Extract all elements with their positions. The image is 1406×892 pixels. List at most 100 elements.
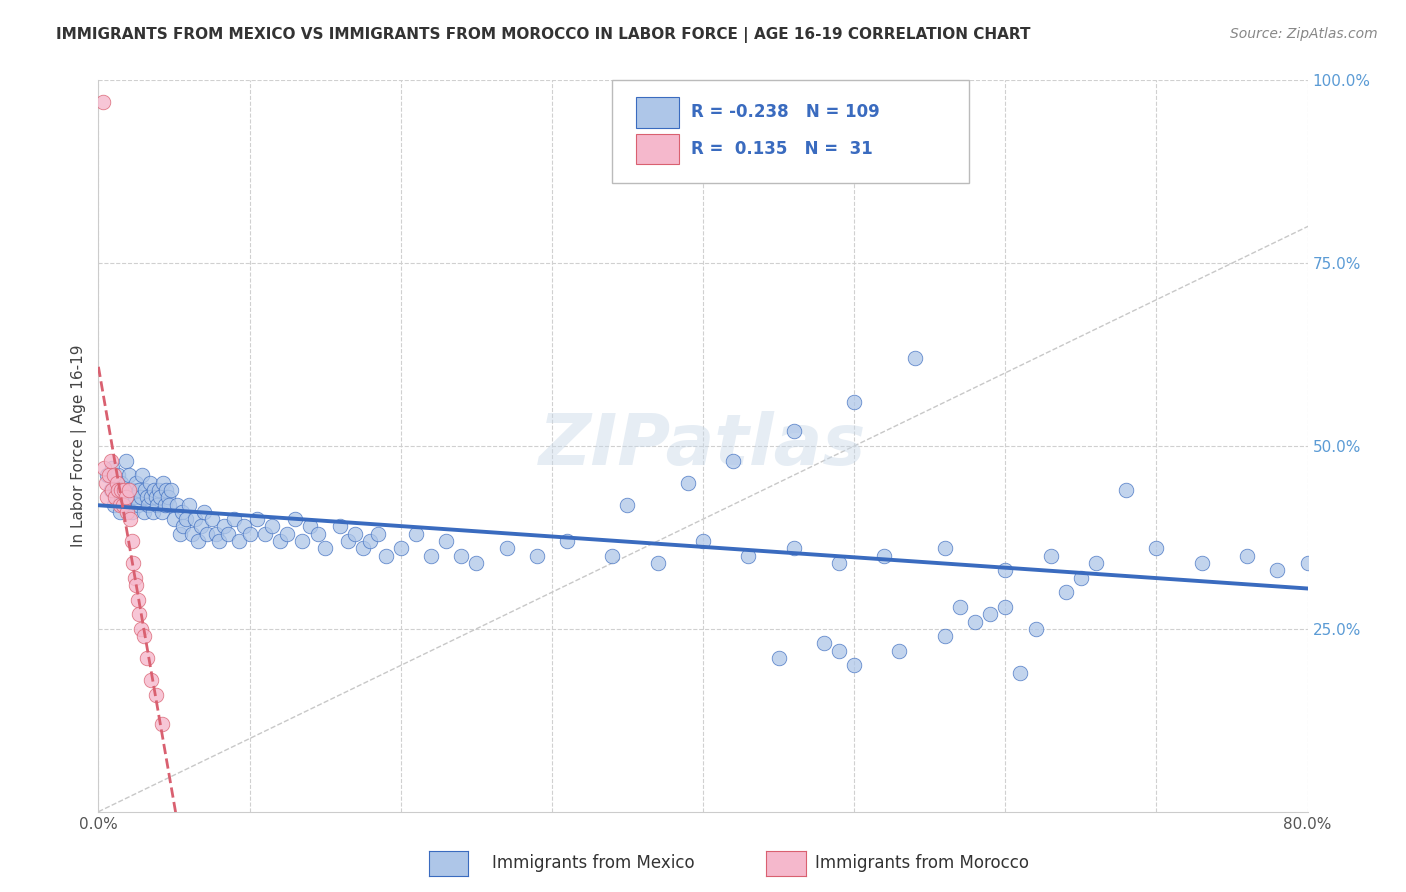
Point <box>148 483 170 497</box>
Point <box>98 468 121 483</box>
Point <box>169 526 191 541</box>
Text: Immigrants from Morocco: Immigrants from Morocco <box>815 855 1029 872</box>
Text: Source: ZipAtlas.com: Source: ZipAtlas.com <box>1230 27 1378 41</box>
Point <box>124 571 146 585</box>
Point <box>135 490 157 504</box>
Point <box>134 483 156 497</box>
Point <box>91 95 114 110</box>
Point <box>170 505 193 519</box>
Point <box>120 490 142 504</box>
Point <box>132 629 155 643</box>
Point <box>159 498 181 512</box>
Point <box>1236 549 1258 563</box>
Point <box>181 526 204 541</box>
Point <box>994 563 1017 577</box>
Point <box>1024 622 1046 636</box>
Point <box>336 534 359 549</box>
Point <box>291 534 314 549</box>
Point <box>828 556 851 570</box>
Point <box>125 578 148 592</box>
Point <box>143 483 166 497</box>
Point <box>228 534 250 549</box>
Point <box>239 526 262 541</box>
Point <box>949 599 972 614</box>
Point <box>100 453 122 467</box>
Point <box>344 526 367 541</box>
Point <box>110 475 132 490</box>
Point <box>434 534 457 549</box>
Point <box>1010 665 1032 680</box>
Point <box>262 519 284 533</box>
Y-axis label: In Labor Force | Age 16-19: In Labor Force | Age 16-19 <box>72 344 87 548</box>
Point <box>105 490 128 504</box>
Point <box>217 526 239 541</box>
Point <box>118 483 141 497</box>
Point <box>122 556 145 570</box>
Point <box>141 673 163 687</box>
Point <box>120 512 142 526</box>
Point <box>284 512 307 526</box>
Point <box>112 483 135 497</box>
Point <box>166 498 188 512</box>
Point <box>129 490 152 504</box>
Point <box>783 541 806 556</box>
Point <box>104 483 127 497</box>
Point <box>179 498 201 512</box>
Point <box>201 512 224 526</box>
Text: R = -0.238   N = 109: R = -0.238 N = 109 <box>690 103 880 121</box>
Point <box>128 607 150 622</box>
Point <box>1296 556 1319 570</box>
Point <box>352 541 374 556</box>
Point <box>149 490 172 504</box>
Point <box>107 483 129 497</box>
Point <box>828 644 851 658</box>
Point <box>141 490 163 504</box>
Point <box>1054 585 1077 599</box>
Point <box>1327 490 1350 504</box>
Point <box>114 453 136 467</box>
Point <box>104 490 127 504</box>
Point <box>122 483 145 497</box>
Point <box>131 468 153 483</box>
Point <box>142 505 165 519</box>
Point <box>405 526 427 541</box>
Point <box>616 498 638 512</box>
Point <box>253 526 276 541</box>
Point <box>193 505 215 519</box>
Point <box>111 483 134 497</box>
Point <box>145 688 167 702</box>
Point <box>994 599 1017 614</box>
Point <box>979 607 1001 622</box>
Point <box>360 534 382 549</box>
Point <box>737 549 759 563</box>
Point <box>246 512 269 526</box>
Point <box>647 556 669 570</box>
Point <box>224 512 246 526</box>
Point <box>101 461 124 475</box>
Point <box>374 549 396 563</box>
Point <box>127 498 149 512</box>
Text: Immigrants from Mexico: Immigrants from Mexico <box>492 855 695 872</box>
Point <box>136 498 159 512</box>
Point <box>1144 541 1167 556</box>
Text: ZIPatlas: ZIPatlas <box>540 411 866 481</box>
Point <box>105 475 128 490</box>
FancyBboxPatch shape <box>613 80 969 183</box>
Point <box>934 629 956 643</box>
Point <box>156 490 179 504</box>
Point <box>723 453 745 467</box>
Point <box>135 651 157 665</box>
Point <box>93 461 115 475</box>
Point <box>111 498 134 512</box>
Point <box>676 475 699 490</box>
Point <box>555 534 578 549</box>
Point <box>526 549 548 563</box>
Point <box>314 541 336 556</box>
Bar <box>637 97 679 128</box>
Point <box>153 498 176 512</box>
Point <box>205 526 228 541</box>
Point <box>602 549 624 563</box>
Point <box>965 615 987 629</box>
Point <box>150 505 173 519</box>
Text: IMMIGRANTS FROM MEXICO VS IMMIGRANTS FROM MOROCCO IN LABOR FORCE | AGE 16-19 COR: IMMIGRANTS FROM MEXICO VS IMMIGRANTS FRO… <box>56 27 1031 43</box>
